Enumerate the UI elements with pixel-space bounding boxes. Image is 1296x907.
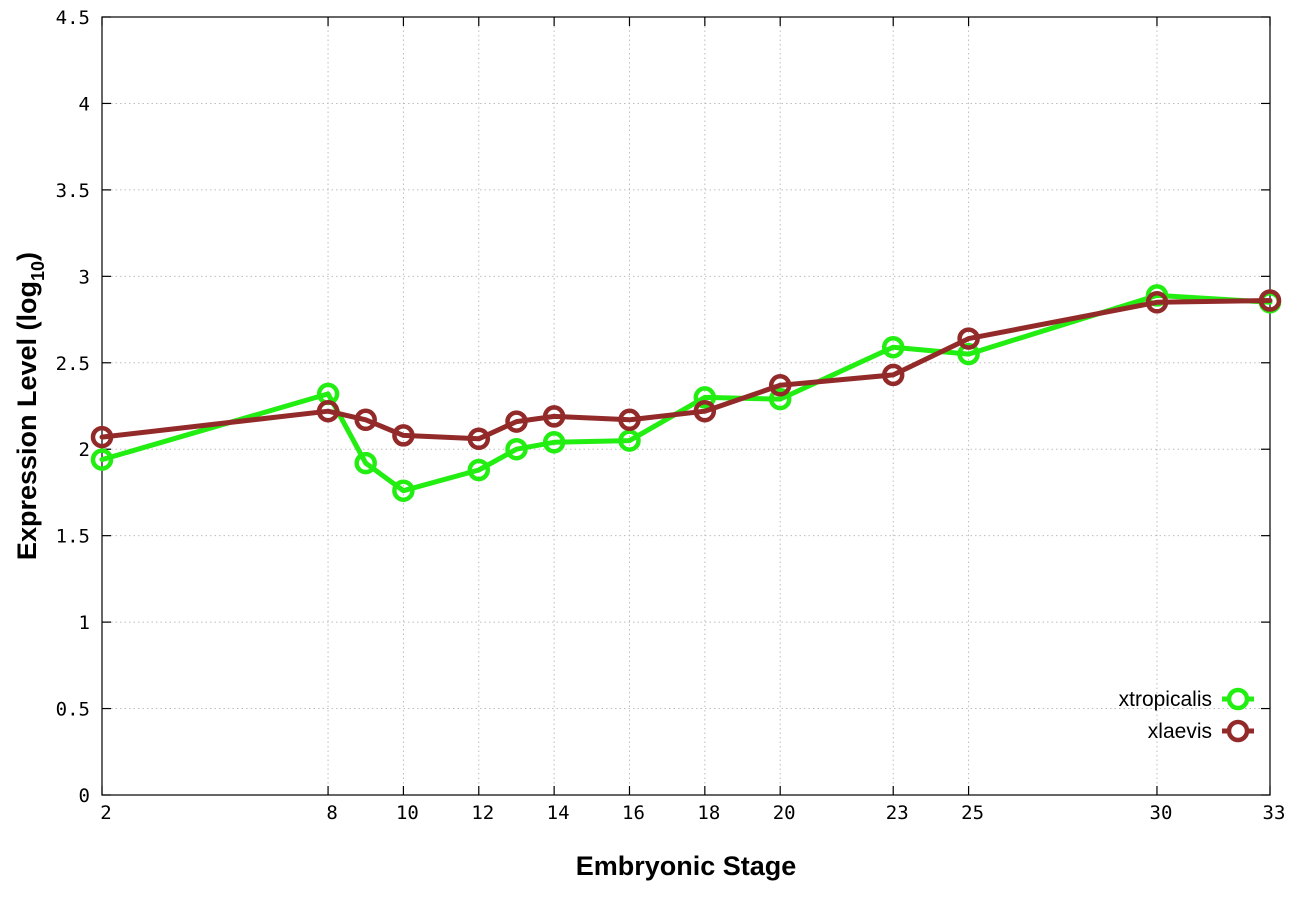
data-point (505, 410, 528, 433)
data-point (316, 399, 340, 423)
data-point (957, 327, 980, 350)
data-point (392, 424, 415, 447)
x-tick-label: 8 (326, 802, 337, 824)
legend-label: xlaevis (1148, 720, 1212, 743)
data-point (542, 405, 566, 428)
x-tick-label: 10 (396, 802, 419, 824)
data-point (1258, 289, 1282, 312)
legend: xtropicalis xlaevis (1119, 687, 1254, 743)
series-line-xlaevis (99, 298, 1273, 442)
y-tick-label: 0.5 (56, 699, 90, 721)
series-xlaevis (90, 289, 1282, 451)
data-point (768, 387, 792, 411)
data-point (354, 408, 377, 432)
y-tick-label: 1 (79, 612, 90, 634)
y-tick-label: 4 (79, 93, 90, 115)
data-point (881, 363, 905, 387)
x-tick-label: 20 (773, 802, 796, 824)
x-tick-label: 18 (697, 802, 720, 824)
y-tick-label: 1.5 (56, 526, 90, 548)
legend-item-xtropicalis: xtropicalis (1119, 687, 1254, 711)
data-point (693, 386, 717, 409)
data-point (957, 342, 980, 366)
data-point (542, 431, 566, 454)
series-layer (90, 284, 1282, 502)
axis-ticks: 0 0.5 1 1.5 2 2.5 3 3.5 4 4.5 2 8 10 12 14 16 18 20 23 25 30… (56, 7, 1286, 824)
x-tick-label: 33 (1263, 802, 1286, 824)
y-tick-label: 2.5 (56, 353, 90, 375)
series-line-xtropicalis (99, 292, 1273, 494)
data-point (354, 451, 377, 475)
y-tick-label: 2 (79, 439, 90, 461)
data-point (1145, 291, 1169, 314)
legend-swatch-marker (1226, 719, 1250, 743)
y-tick-label: 0 (79, 785, 90, 807)
legend-label: xtropicalis (1119, 688, 1212, 711)
data-point (392, 479, 415, 502)
x-tick-label: 12 (471, 802, 494, 824)
legend-item-xlaevis: xlaevis (1148, 719, 1254, 743)
data-point (90, 425, 114, 449)
data-point (90, 448, 114, 471)
y-axis-title-end: ) (12, 252, 42, 261)
y-axis-title-main: Expression Level (log (12, 281, 42, 560)
data-point (505, 437, 528, 461)
x-axis-title: Embryonic Stage (576, 851, 797, 881)
x-tick-label: 2 (100, 802, 111, 824)
data-point (881, 335, 905, 359)
x-tick-label: 23 (886, 802, 909, 824)
series-xtropicalis (90, 284, 1282, 502)
data-point (618, 429, 641, 452)
y-tick-label: 4.5 (56, 7, 90, 29)
data-point (768, 374, 792, 397)
data-point (467, 458, 491, 482)
data-point (467, 427, 491, 451)
x-tick-label: 25 (961, 802, 984, 824)
grid-lines (102, 17, 1270, 795)
y-axis-title: Expression Level (log10) (12, 252, 48, 560)
legend-swatch-marker (1226, 687, 1250, 711)
x-tick-label: 14 (547, 802, 570, 824)
y-tick-label: 3 (79, 266, 90, 288)
data-point (693, 399, 717, 423)
x-tick-label: 30 (1150, 802, 1173, 824)
data-point (618, 408, 641, 432)
x-tick-label: 16 (622, 802, 645, 824)
y-axis-title-subscript: 10 (28, 261, 48, 281)
plot-frame (101, 16, 1271, 796)
y-tick-label: 3.5 (56, 180, 90, 202)
